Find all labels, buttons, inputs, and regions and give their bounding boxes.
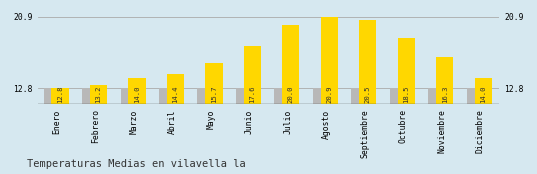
Text: 14.0: 14.0 xyxy=(134,86,140,103)
Bar xyxy=(205,63,222,104)
Bar xyxy=(159,88,169,104)
Bar xyxy=(436,57,453,104)
Bar xyxy=(467,88,476,104)
Bar xyxy=(128,78,146,104)
Bar xyxy=(236,88,245,104)
Text: 14.4: 14.4 xyxy=(172,86,178,103)
Bar xyxy=(475,78,492,104)
Bar xyxy=(198,88,207,104)
Bar xyxy=(120,88,130,104)
Text: 15.7: 15.7 xyxy=(211,86,217,103)
Text: 20.0: 20.0 xyxy=(288,86,294,103)
Bar xyxy=(43,88,53,104)
Bar xyxy=(282,25,300,104)
Text: Temperaturas Medias en vilavella la: Temperaturas Medias en vilavella la xyxy=(27,159,245,169)
Text: 13.2: 13.2 xyxy=(96,86,101,103)
Text: 16.3: 16.3 xyxy=(442,86,448,103)
Bar xyxy=(51,88,69,104)
Bar xyxy=(397,38,415,104)
Bar xyxy=(90,85,107,104)
Bar xyxy=(321,17,338,104)
Text: 17.6: 17.6 xyxy=(249,86,255,103)
Text: 20.5: 20.5 xyxy=(365,86,371,103)
Text: 18.5: 18.5 xyxy=(403,86,409,103)
Bar xyxy=(359,20,376,104)
Bar xyxy=(274,88,284,104)
Bar xyxy=(244,46,261,104)
Bar xyxy=(82,88,92,104)
Bar xyxy=(390,88,400,104)
Text: 20.9: 20.9 xyxy=(326,86,332,103)
Bar xyxy=(351,88,361,104)
Text: 12.8: 12.8 xyxy=(57,86,63,103)
Bar xyxy=(313,88,323,104)
Bar xyxy=(429,88,438,104)
Text: 14.0: 14.0 xyxy=(480,86,486,103)
Bar xyxy=(166,74,184,104)
